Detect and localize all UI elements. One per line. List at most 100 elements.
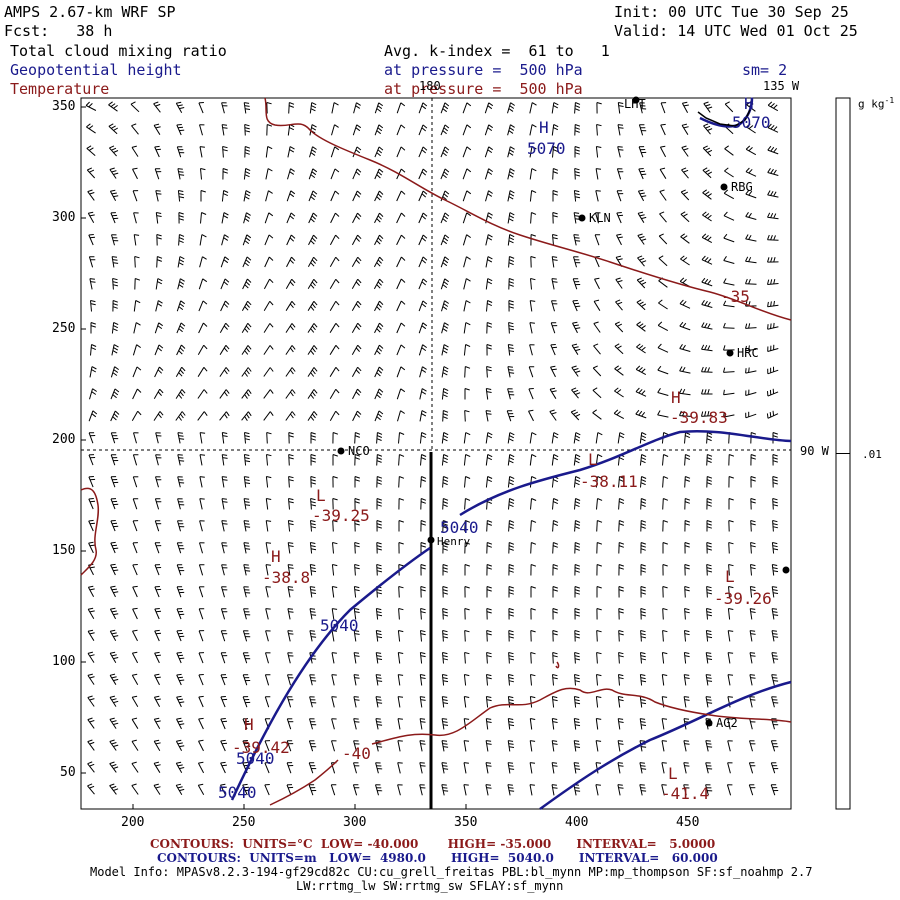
wind-barb-flag — [311, 105, 317, 109]
wind-barb-shaft — [175, 785, 183, 795]
wind-barb-flag — [157, 281, 163, 285]
wind-barb-flag — [618, 674, 624, 677]
wind-barb-flag — [575, 479, 581, 483]
wind-barb-shaft — [573, 256, 577, 268]
wind-barb-shaft — [486, 630, 488, 642]
wind-barb-flag — [225, 411, 230, 417]
height-label: 5040 — [218, 783, 257, 802]
wind-barb-flag — [750, 630, 756, 632]
wind-barb-flag — [111, 785, 117, 789]
wind-barb-flag — [550, 365, 556, 368]
temperature-contours — [80, 97, 792, 806]
wind-barb-flag — [684, 611, 690, 614]
wind-barb-flag — [288, 520, 294, 522]
wind-barb-shaft — [109, 719, 117, 729]
wind-barb-flag — [640, 614, 646, 617]
wind-barb-flag — [109, 783, 115, 787]
wind-barb-shaft — [176, 718, 182, 730]
wind-barb-flag — [508, 564, 514, 567]
height-contour-5040-west — [230, 546, 431, 801]
wind-barb-flag — [114, 410, 120, 415]
wind-barb-flag — [684, 542, 690, 545]
wind-barb-shaft — [745, 327, 757, 329]
wind-barb-flag — [354, 608, 360, 610]
wind-barb-flag — [420, 652, 426, 655]
wind-barb-flag — [750, 589, 756, 592]
wind-barb-flag — [89, 214, 95, 217]
wind-barb-shaft — [442, 630, 444, 642]
wind-barb-flag — [704, 213, 710, 218]
wind-barb-shaft — [723, 304, 735, 308]
wind-barb-shaft — [618, 674, 620, 686]
wind-barb-shaft — [530, 212, 532, 224]
wind-barb-flag — [618, 523, 624, 526]
wind-barb-shaft — [154, 322, 160, 334]
wind-barb-flag — [701, 411, 704, 417]
wind-barb-shaft — [745, 216, 757, 220]
wind-barb-flag — [176, 783, 182, 786]
wind-barb-shaft — [87, 608, 95, 620]
wind-barb-shaft — [701, 371, 713, 373]
wind-barb-shaft — [153, 103, 161, 113]
wind-barb-flag — [355, 454, 361, 457]
wind-barb-flag — [772, 589, 778, 591]
wind-barb-shaft — [286, 256, 292, 268]
wind-barb-flag — [113, 547, 119, 550]
wind-barb-shaft — [199, 542, 203, 554]
wind-barb-flag — [377, 171, 383, 176]
station-marker-kln — [578, 214, 586, 222]
wind-barb-shaft — [440, 278, 446, 290]
wind-barb-flag — [706, 655, 712, 657]
wind-barb-flag — [354, 501, 360, 504]
wind-barb-flag — [465, 300, 471, 304]
wind-barb-shaft — [287, 564, 291, 576]
wind-barb-shaft — [286, 718, 292, 730]
wind-barb-flag — [465, 366, 471, 369]
wind-barb-shaft — [680, 236, 690, 244]
wind-barb-flag — [487, 435, 493, 439]
wind-barb-flag — [223, 325, 228, 330]
wind-barb-flag — [399, 476, 405, 479]
wind-barb-shaft — [352, 168, 358, 180]
wind-barb-flag — [221, 764, 227, 767]
wind-barb-flag — [508, 674, 514, 677]
wind-barb-flag — [551, 784, 557, 786]
wind-barb-flag — [311, 570, 317, 573]
wind-barb-flag — [684, 567, 690, 570]
wind-barb-flag — [310, 240, 315, 245]
wind-barb-flag — [444, 256, 450, 261]
wind-barb-flag — [377, 432, 383, 435]
wind-barb-shaft — [551, 256, 555, 268]
wind-barb-flag — [157, 391, 162, 396]
wind-barb-shaft — [485, 454, 489, 466]
wind-barb-shaft — [552, 234, 554, 246]
wind-barb-shaft — [375, 696, 379, 708]
wind-barb-flag — [465, 498, 471, 501]
wind-barb-shaft — [221, 454, 225, 466]
wind-barb-shaft — [683, 652, 687, 664]
wind-barb-shaft — [657, 347, 669, 353]
wind-barb-flag — [220, 718, 226, 720]
wind-barb-shaft — [329, 279, 337, 289]
wind-barb-shaft — [614, 323, 624, 333]
wind-barb-flag — [552, 567, 558, 570]
wind-barb-shaft — [353, 696, 357, 708]
wind-barb-shaft — [285, 345, 293, 355]
wind-barb-flag — [619, 498, 625, 501]
x-tick-label: 250 — [232, 815, 256, 830]
wind-barb-shaft — [573, 696, 577, 708]
wind-barb-flag — [508, 762, 514, 764]
wind-barb-shaft — [662, 630, 664, 642]
wind-barb-shaft — [396, 256, 402, 268]
wind-barb-shaft — [175, 366, 183, 378]
wind-barb-flag — [356, 102, 361, 106]
wind-barb-flag — [376, 545, 382, 548]
wind-barb-shaft — [375, 674, 379, 686]
wind-barb-flag — [443, 498, 449, 501]
wind-barb-shaft — [154, 586, 160, 598]
wind-barb-flag — [400, 190, 406, 195]
wind-barb-shaft — [702, 169, 712, 179]
wind-barb-flag — [750, 523, 756, 526]
wind-barb-flag — [772, 545, 778, 548]
wind-barb-shaft — [220, 696, 226, 708]
